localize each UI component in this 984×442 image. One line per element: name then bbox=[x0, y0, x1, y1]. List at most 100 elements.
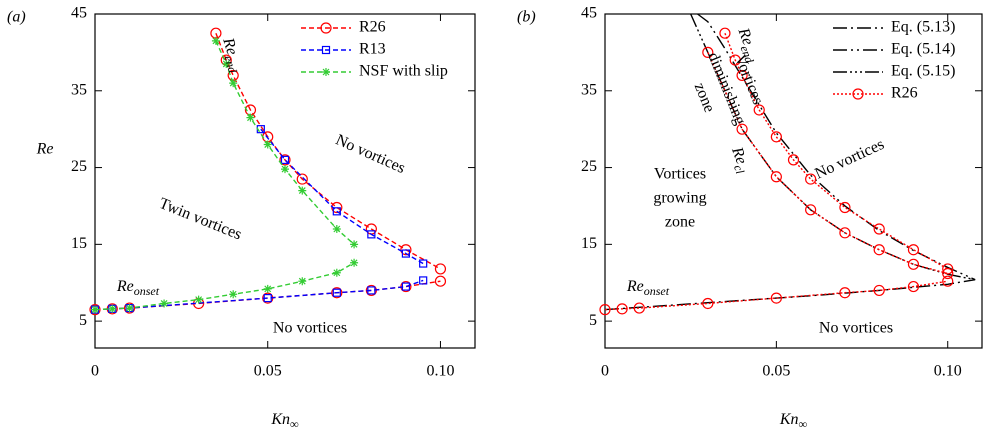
marker bbox=[907, 280, 920, 293]
x-tick-label: 0.05 bbox=[254, 363, 282, 380]
annotation: No vortices bbox=[812, 136, 886, 183]
marker bbox=[805, 173, 817, 185]
marker bbox=[401, 249, 411, 258]
annotation-main: Re bbox=[735, 25, 757, 48]
y-tick-label: 45 bbox=[581, 5, 597, 22]
marker bbox=[279, 154, 291, 166]
marker bbox=[123, 302, 136, 314]
marker bbox=[616, 303, 628, 315]
annotation-main: Re bbox=[728, 144, 750, 167]
y-tick-label: 15 bbox=[581, 235, 597, 252]
x-tick-label: 0 bbox=[91, 363, 99, 380]
marker bbox=[599, 304, 611, 316]
legend-label: R13 bbox=[359, 41, 386, 58]
marker bbox=[942, 275, 954, 287]
marker bbox=[229, 290, 238, 299]
marker bbox=[211, 36, 220, 45]
marker bbox=[229, 79, 238, 88]
x-axis-label: Kn∞ bbox=[270, 411, 299, 431]
marker bbox=[332, 268, 341, 277]
annotation: Reend bbox=[732, 25, 763, 66]
y-tick-label: 45 bbox=[71, 5, 87, 22]
annotation-sub: end bbox=[738, 44, 757, 66]
marker bbox=[332, 207, 341, 216]
marker bbox=[907, 244, 920, 256]
annotation-main: Re bbox=[219, 35, 240, 57]
y-tick-label: 35 bbox=[71, 81, 87, 98]
plot-frame bbox=[604, 13, 983, 349]
marker bbox=[367, 230, 376, 239]
marker bbox=[770, 131, 782, 143]
legend-label: Eq. (5.13) bbox=[891, 19, 955, 36]
y-tick-label: 15 bbox=[71, 235, 87, 252]
annotation: Reend bbox=[216, 35, 246, 75]
marker bbox=[787, 154, 800, 166]
marker bbox=[753, 104, 765, 116]
marker bbox=[434, 263, 447, 275]
marker bbox=[91, 305, 99, 314]
annotation: No vortices bbox=[333, 131, 408, 177]
legend-label: NSF with slip bbox=[359, 63, 448, 80]
marker bbox=[702, 46, 714, 58]
marker bbox=[736, 123, 748, 135]
marker bbox=[873, 284, 885, 297]
annotation: Reonset bbox=[116, 278, 160, 298]
series-line bbox=[604, 278, 976, 311]
annotation-sub: onset bbox=[134, 284, 160, 298]
annotation: zone bbox=[691, 80, 718, 114]
legend-label: R26 bbox=[891, 85, 918, 102]
marker bbox=[331, 287, 343, 299]
annotation-sub: onset bbox=[644, 284, 670, 298]
marker bbox=[942, 267, 954, 280]
y-tick-label: 25 bbox=[71, 158, 87, 175]
annotation: Vortices bbox=[654, 166, 706, 183]
series-line bbox=[604, 32, 949, 311]
marker bbox=[942, 263, 954, 275]
annotation: Twin vortices bbox=[157, 195, 244, 243]
y-tick-label: 25 bbox=[581, 158, 597, 175]
annotation: Recl bbox=[725, 144, 753, 176]
plot-frame bbox=[94, 13, 476, 349]
legend-marker bbox=[322, 68, 330, 76]
marker bbox=[298, 186, 307, 195]
annotation: No vortices bbox=[273, 320, 347, 337]
marker bbox=[401, 282, 411, 291]
x-axis-label-main: Kn bbox=[270, 411, 290, 428]
legend-marker bbox=[321, 45, 331, 55]
marker bbox=[281, 165, 289, 174]
marker bbox=[263, 293, 272, 303]
x-tick-label: 0.10 bbox=[934, 363, 962, 380]
legend-marker bbox=[320, 22, 332, 34]
x-axis-label: Kn∞ bbox=[779, 411, 808, 431]
annotation-main: Re bbox=[116, 278, 134, 295]
marker bbox=[400, 244, 412, 256]
marker bbox=[434, 275, 447, 287]
marker bbox=[839, 201, 851, 214]
marker bbox=[729, 54, 741, 66]
marker bbox=[125, 304, 134, 313]
panel-label: (a) bbox=[7, 9, 26, 26]
marker bbox=[246, 113, 255, 122]
marker bbox=[222, 59, 231, 68]
marker bbox=[419, 259, 428, 268]
marker bbox=[873, 223, 885, 235]
marker bbox=[331, 201, 343, 214]
panel-label: (b) bbox=[517, 9, 536, 26]
legend-marker bbox=[852, 88, 864, 100]
annotation: growing bbox=[653, 190, 706, 207]
marker bbox=[736, 69, 748, 82]
x-axis-label-sub: ∞ bbox=[799, 417, 808, 431]
marker bbox=[298, 277, 307, 286]
marker bbox=[770, 171, 782, 183]
marker bbox=[367, 286, 376, 295]
x-tick-label: 0 bbox=[601, 363, 609, 380]
marker bbox=[805, 204, 817, 216]
marker bbox=[907, 258, 920, 270]
legend-label: R26 bbox=[359, 19, 386, 36]
annotation: No vortices bbox=[819, 320, 893, 337]
marker bbox=[770, 292, 782, 304]
legend-label: Eq. (5.14) bbox=[891, 41, 955, 58]
x-axis-label-sub: ∞ bbox=[290, 417, 299, 431]
annotation-sub: end bbox=[222, 54, 241, 76]
